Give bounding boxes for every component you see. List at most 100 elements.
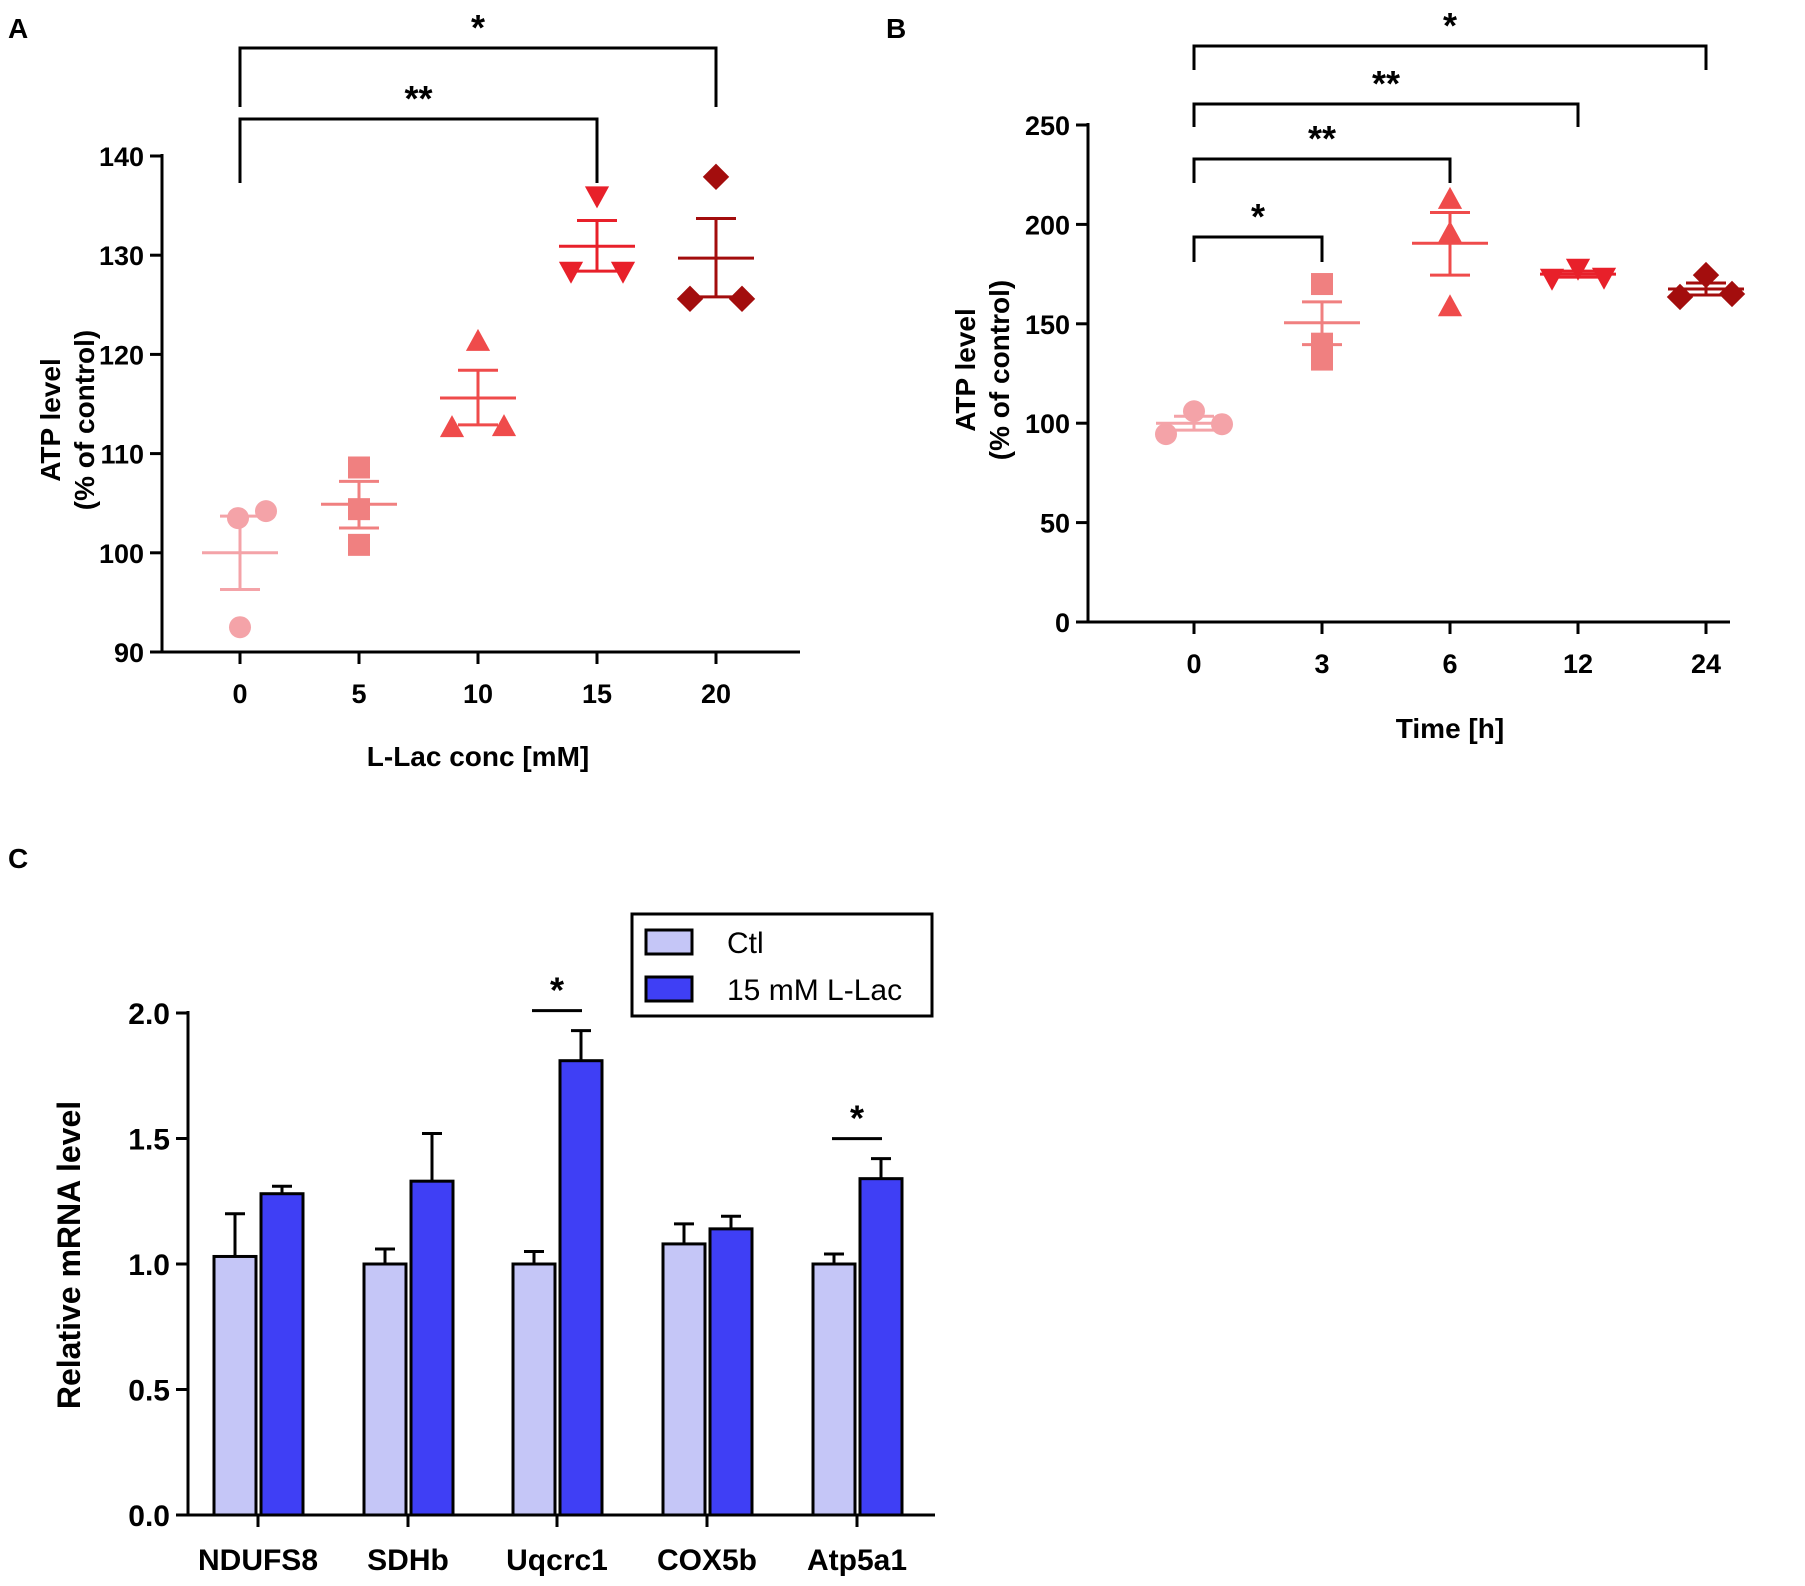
significance-label: * [471, 7, 485, 48]
data-point [1718, 280, 1746, 308]
data-group-0 [202, 500, 278, 639]
x-tick-label: 6 [1442, 649, 1457, 679]
data-point [1155, 423, 1177, 446]
x-tick-label: NDUFS8 [198, 1544, 318, 1577]
data-group-10 [439, 328, 517, 438]
data-point [255, 500, 277, 523]
data-group-20 [676, 163, 756, 313]
x-tick-label: Uqcrc1 [506, 1544, 608, 1577]
bar [858, 1177, 904, 1517]
legend-label-llac: 15 mM L-Lac [727, 974, 902, 1007]
y-tick-label: 200 [1025, 210, 1070, 240]
y-axis-title-b: ATP level (% of control) [950, 280, 1015, 460]
y-tick-label: 150 [1025, 310, 1070, 340]
panel-letter-b: B [886, 13, 906, 44]
data-point [348, 533, 370, 556]
y-tick-label: 100 [1025, 409, 1070, 439]
y-axis-title-a: ATP level (% of control) [35, 330, 100, 510]
y-tick-label: 120 [99, 340, 144, 370]
data-point [1311, 273, 1333, 296]
legend-swatch-ctl [644, 928, 694, 956]
significance-bracket [1192, 235, 1324, 262]
data-group-0 [1155, 400, 1233, 446]
y-tick-label: 140 [99, 142, 144, 172]
y-tick-label: 0.5 [128, 1375, 170, 1408]
data-group-5 [321, 456, 397, 556]
y-tick-label: 90 [114, 638, 144, 668]
y-tick-label: 0.0 [128, 1500, 170, 1533]
bar [259, 1192, 305, 1517]
data-point [465, 328, 491, 351]
y-tick-label: 50 [1040, 509, 1070, 539]
y-tick-label: 130 [99, 241, 144, 271]
x-axis-title-a: L-Lac conc [mM] [367, 741, 589, 772]
data-point [1437, 186, 1463, 209]
data-group-12 [1539, 258, 1617, 291]
data-point [702, 163, 730, 191]
data-point [229, 616, 251, 639]
bar [409, 1179, 455, 1517]
y-tick-label: 0 [1055, 608, 1070, 638]
data-point [584, 186, 610, 209]
data-point [676, 285, 704, 313]
data-point [227, 507, 249, 530]
x-tick-label: 5 [351, 679, 366, 709]
data-point [491, 414, 517, 437]
x-tick-label: 0 [232, 679, 247, 709]
bar [661, 1242, 707, 1517]
series-ctl [212, 1212, 857, 1517]
panel-letter-c: C [8, 843, 28, 874]
significance-bracket [1192, 102, 1580, 127]
legend-swatch-llac [644, 975, 694, 1003]
chart-panel-a: ATP level (% of control) L-Lac conc [mM]… [35, 7, 800, 772]
series-llac [259, 1029, 904, 1517]
x-tick-label: 24 [1691, 649, 1721, 679]
bar [362, 1262, 408, 1517]
y-axis-title-line1: ATP level [950, 308, 981, 431]
panel-letter-a: A [8, 13, 28, 44]
y-tick-label: 250 [1025, 111, 1070, 141]
significance-label: * [1443, 5, 1457, 46]
bar [212, 1254, 258, 1517]
bar [708, 1227, 754, 1517]
data-point [610, 261, 636, 284]
significance-label: ** [404, 78, 432, 119]
significance-bracket [238, 117, 599, 183]
legend: Ctl 15 mM L-Lac [630, 912, 934, 1018]
significance-label: * [1251, 196, 1265, 237]
data-point [439, 415, 465, 438]
data-point [558, 261, 584, 284]
y-tick-label: 110 [100, 440, 144, 470]
x-tick-label: 15 [582, 679, 612, 709]
chart-panel-b: ATP level (% of control) Time [h] 0 50 100… [950, 5, 1746, 744]
significance-label: ** [1372, 63, 1400, 104]
x-tick-label: 3 [1314, 649, 1329, 679]
y-axis-title-line2: (% of control) [69, 330, 100, 510]
data-group-3 [1284, 273, 1360, 371]
x-tick-label: 12 [1563, 649, 1593, 679]
y-axis-title-c: Relative mRNA level [51, 1101, 87, 1409]
y-tick-label: 100 [99, 539, 144, 569]
significance-label: * [850, 1098, 864, 1139]
significance-bracket [238, 46, 718, 107]
data-point [348, 456, 370, 479]
x-tick-label: Atp5a1 [807, 1544, 907, 1577]
data-group-15 [558, 186, 636, 284]
x-tick-label: 20 [701, 679, 731, 709]
legend-label-ctl: Ctl [727, 927, 764, 960]
x-tick-label: SDHb [367, 1544, 449, 1577]
significance-label: * [550, 970, 564, 1011]
y-tick-label: 2.0 [128, 998, 170, 1031]
x-tick-label: 10 [463, 679, 493, 709]
bar [811, 1262, 857, 1517]
x-axis-title-b: Time [h] [1396, 713, 1504, 744]
y-axis-title-line2: (% of control) [984, 280, 1015, 460]
data-group-24 [1666, 261, 1746, 311]
data-point [728, 285, 756, 313]
data-group-6 [1412, 186, 1488, 317]
bar [558, 1059, 604, 1517]
chart-panel-c: Relative mRNA level Ctl 15 mM L-Lac 0.0 0… [51, 912, 935, 1577]
significance-bracket [1192, 157, 1452, 183]
y-tick-label: 1.5 [128, 1124, 170, 1157]
